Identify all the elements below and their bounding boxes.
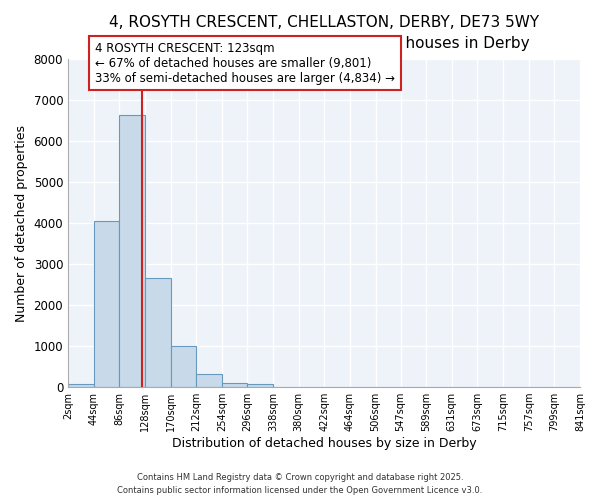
Bar xyxy=(68,384,94,387)
X-axis label: Distribution of detached houses by size in Derby: Distribution of detached houses by size … xyxy=(172,437,476,450)
Text: 4 ROSYTH CRESCENT: 123sqm
← 67% of detached houses are smaller (9,801)
33% of se: 4 ROSYTH CRESCENT: 123sqm ← 67% of detac… xyxy=(95,42,395,84)
Bar xyxy=(119,116,145,387)
Bar xyxy=(222,382,247,387)
Title: 4, ROSYTH CRESCENT, CHELLASTON, DERBY, DE73 5WY
Size of property relative to det: 4, ROSYTH CRESCENT, CHELLASTON, DERBY, D… xyxy=(109,15,539,51)
Bar xyxy=(145,278,170,387)
Bar xyxy=(170,346,196,387)
Bar xyxy=(247,384,273,387)
Bar xyxy=(196,374,222,387)
Text: Contains HM Land Registry data © Crown copyright and database right 2025.
Contai: Contains HM Land Registry data © Crown c… xyxy=(118,474,482,495)
Y-axis label: Number of detached properties: Number of detached properties xyxy=(15,124,28,322)
Bar xyxy=(94,221,119,387)
